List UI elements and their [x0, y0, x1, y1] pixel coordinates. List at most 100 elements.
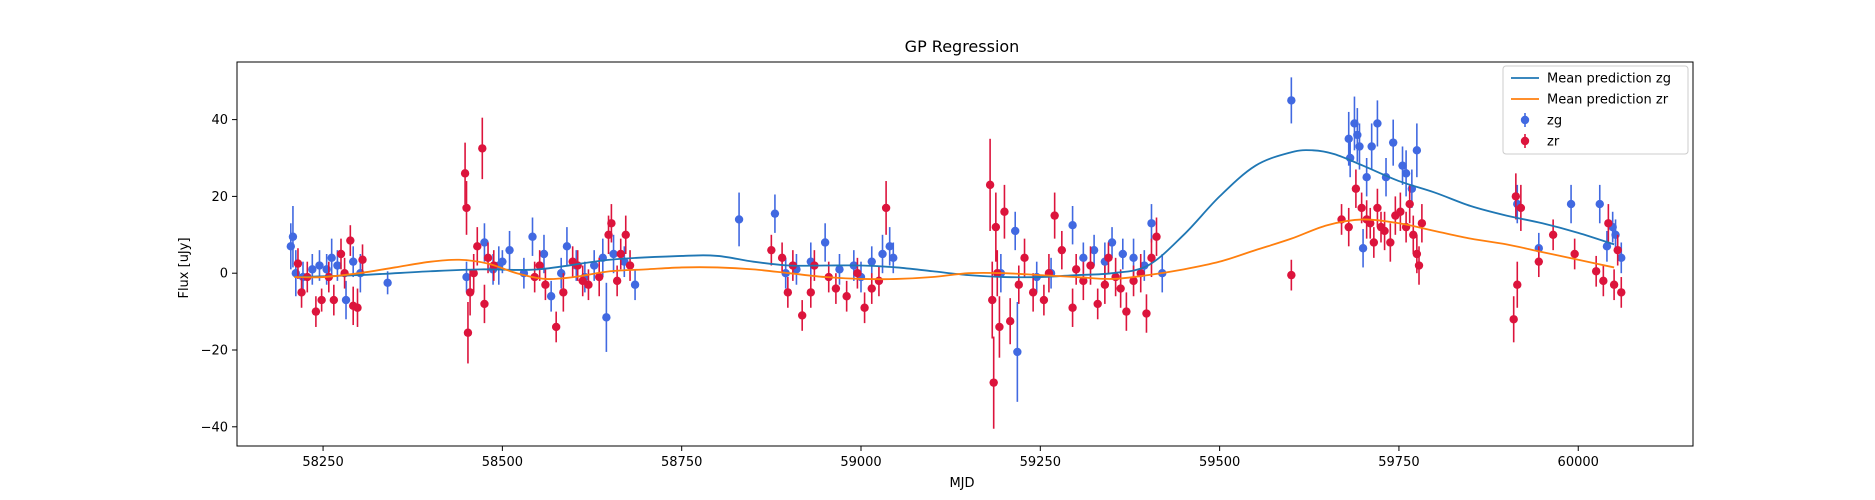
data-point-zr: [1093, 288, 1102, 320]
data-point-zg: [1118, 238, 1127, 270]
data-point-zr: [616, 238, 625, 270]
data-point-zg: [1602, 230, 1612, 262]
data-point-zr: [1351, 169, 1361, 208]
data-point-zg: [1367, 123, 1376, 170]
plot-frame: [236, 61, 1694, 447]
legend: Mean prediction zg Mean prediction zr zg zr: [1502, 65, 1689, 155]
prediction-line-zg: [294, 149, 1615, 279]
data-point-zr: [1050, 192, 1059, 239]
data-point-zr: [463, 302, 473, 364]
legend-label: zr: [1547, 135, 1560, 150]
data-point-zr: [1100, 265, 1110, 304]
data-point-zg: [288, 206, 298, 268]
prediction-line-zr: [294, 218, 1615, 281]
data-point-zg: [1566, 184, 1576, 224]
data-point-zr: [1020, 238, 1029, 278]
data-point-zg: [528, 217, 537, 256]
data-point-zr: [473, 227, 482, 266]
data-point-zr: [480, 284, 489, 324]
data-point-zr: [621, 215, 630, 254]
data-point-zr: [853, 257, 862, 289]
data-point-zr: [1005, 298, 1015, 345]
data-point-zr: [1617, 277, 1626, 308]
data-point-zg: [1089, 234, 1099, 266]
data-point-zr: [625, 250, 635, 281]
data-point-zg: [609, 234, 618, 274]
data-point-zr: [1014, 265, 1023, 304]
legend-marker-swatch: [1520, 115, 1530, 125]
data-point-zr: [1511, 173, 1521, 220]
data-point-zg: [867, 246, 876, 278]
data-point-zr: [995, 296, 1004, 358]
data-point-zr: [358, 244, 367, 276]
data-point-zr: [460, 142, 470, 205]
data-point-zr: [559, 273, 568, 312]
data-point-zr: [1357, 192, 1366, 224]
data-point-zr: [1417, 204, 1427, 243]
data-point-zg: [1362, 158, 1371, 197]
data-point-zg: [1595, 184, 1604, 224]
data-point-zr: [353, 288, 362, 327]
data-point-zr: [1116, 269, 1125, 308]
y-tick-label: −40: [201, 420, 228, 435]
x-tick-label: 60000: [1558, 455, 1599, 470]
data-point-zg: [480, 223, 489, 262]
data-point-zg: [1287, 77, 1296, 124]
data-point-zr: [1079, 261, 1088, 301]
legend-marker-swatch: [1520, 136, 1530, 146]
x-tick-label: 58750: [661, 455, 702, 470]
data-point-zg: [341, 280, 351, 320]
data-point-zg: [1401, 150, 1411, 197]
data-point-zg: [1412, 123, 1422, 178]
data-point-zg: [327, 238, 336, 278]
data-point-zg: [1068, 206, 1077, 245]
data-point-zr: [1147, 238, 1156, 278]
data-point-zr: [860, 292, 869, 324]
x-tick-label: 58500: [482, 455, 523, 470]
data-point-zr: [1513, 261, 1522, 308]
chart-title: GP Regression: [905, 37, 1020, 56]
x-tick-label: 59750: [1378, 455, 1419, 470]
data-point-zg: [1355, 123, 1364, 170]
data-point-zr: [1122, 292, 1131, 331]
data-point-zr: [317, 288, 326, 312]
data-point-zr: [1142, 294, 1151, 333]
legend-label: Mean prediction zg: [1547, 72, 1671, 87]
data-point-zr: [1057, 230, 1067, 270]
data-point-zr: [1366, 207, 1375, 239]
data-point-zr: [346, 225, 355, 256]
data-point-zg: [505, 230, 514, 270]
data-point-zr: [478, 117, 487, 180]
y-tick-label: −20: [201, 344, 228, 359]
data-point-zr: [293, 248, 303, 279]
x-tick-label: 58250: [302, 455, 343, 470]
data-point-zg: [1373, 100, 1382, 147]
x-tick-label: 59000: [840, 455, 881, 470]
data-point-zr: [1548, 219, 1558, 251]
data-point-zr: [1344, 207, 1353, 247]
data-point-zr: [541, 269, 550, 301]
data-point-zr: [991, 192, 1001, 262]
data-point-zr: [842, 280, 851, 312]
data-point-zr: [1152, 217, 1161, 256]
legend-label: Mean prediction zr: [1547, 93, 1669, 108]
data-point-zr: [1104, 242, 1113, 274]
y-axis-label: Flux [uJy]: [177, 237, 192, 298]
legend-label: zg: [1547, 114, 1562, 129]
data-point-zr: [1000, 184, 1009, 239]
data-point-zr: [1039, 284, 1049, 316]
data-point-zr: [462, 181, 471, 235]
data-point-zg: [383, 271, 392, 295]
data-point-zr: [1591, 255, 1601, 287]
data-point-zg: [630, 269, 640, 301]
data-point-zg: [1011, 211, 1020, 251]
data-point-zg: [589, 250, 599, 281]
data-point-zg: [562, 227, 572, 266]
data-point-zr: [777, 242, 787, 274]
data-point-zr: [1609, 269, 1619, 301]
legend-item: zg: [1520, 113, 1562, 129]
data-point-zr: [1509, 296, 1518, 343]
data-point-zr: [797, 300, 807, 331]
data-point-zg: [348, 246, 358, 278]
